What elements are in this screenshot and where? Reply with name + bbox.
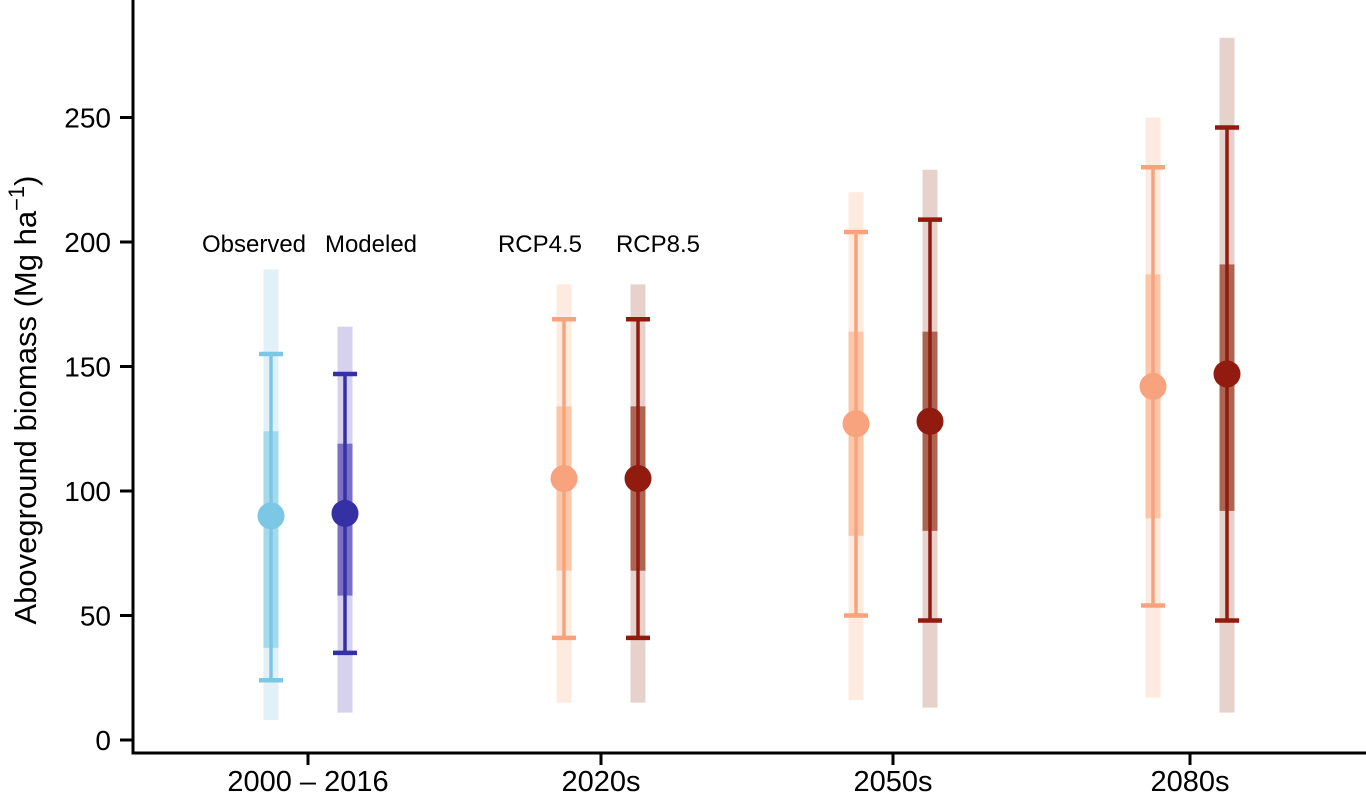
y-tick-label: 250 xyxy=(64,103,111,134)
legend-label-modeled: Modeled xyxy=(325,231,417,258)
legend-label-rcp85: RCP8.5 xyxy=(616,231,700,258)
y-tick-label: 200 xyxy=(64,227,111,258)
y-tick-label: 50 xyxy=(80,601,111,632)
mean-dot-modeled-20002016 xyxy=(331,499,359,527)
x-tick-label-2050s: 2050s xyxy=(853,766,932,798)
mean-dot-rcp45-2020s xyxy=(550,465,578,493)
y-tick-label: 150 xyxy=(64,352,111,383)
y-tick-label: 100 xyxy=(64,476,111,507)
x-tick-label-2080s: 2080s xyxy=(1150,766,1229,798)
mean-dot-rcp85-2020s xyxy=(624,465,652,493)
mean-dot-rcp85-2050s xyxy=(916,407,944,435)
mean-dot-observed-20002016 xyxy=(257,502,285,530)
legend-label-observed: Observed xyxy=(202,231,306,258)
mean-dot-rcp45-2080s xyxy=(1139,372,1167,400)
legend-label-rcp45: RCP4.5 xyxy=(498,231,582,258)
y-tick-label: 0 xyxy=(95,725,111,756)
mean-dot-rcp45-2050s xyxy=(842,410,870,438)
y-axis-title: Aboveground biomass (Mg ha−1) xyxy=(4,176,43,625)
x-tick-label-2020s: 2020s xyxy=(561,766,640,798)
x-tick-label-20002016: 2000 – 2016 xyxy=(227,766,388,798)
mean-dot-rcp85-2080s xyxy=(1213,360,1241,388)
